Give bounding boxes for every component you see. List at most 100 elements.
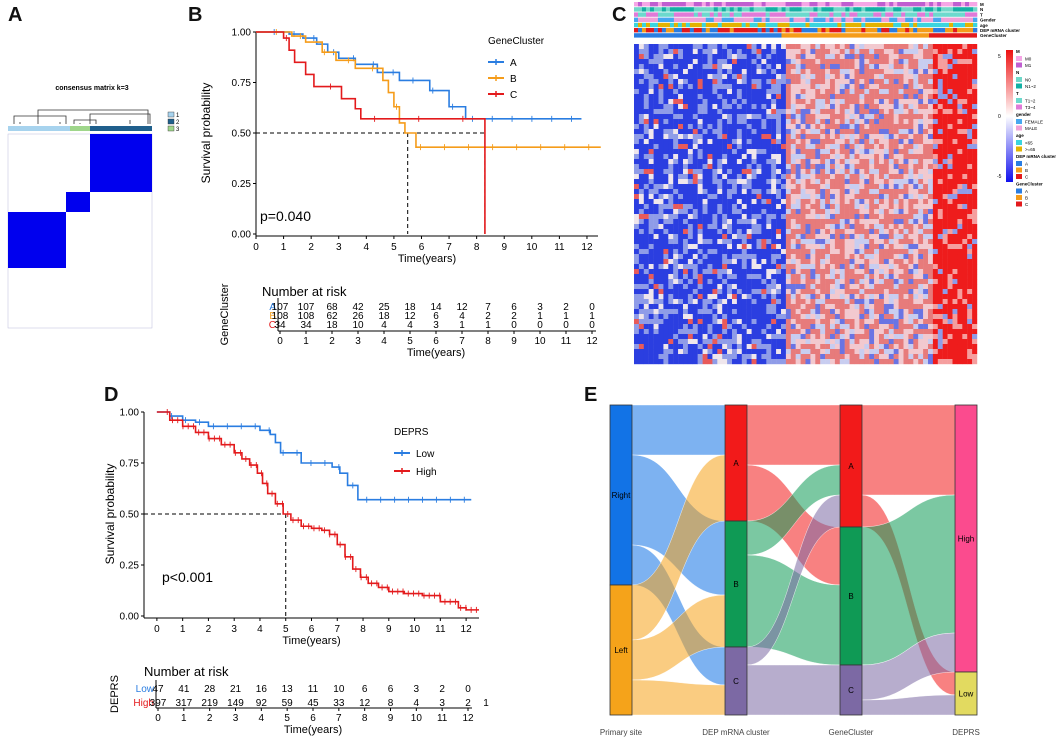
heatmap-cell xyxy=(928,359,934,365)
heatmap-cell xyxy=(702,159,708,165)
heatmap-cell xyxy=(893,214,899,220)
heatmap-cell xyxy=(820,139,826,145)
track-cell xyxy=(833,2,838,7)
heatmap-cell xyxy=(781,79,787,85)
heatmap-cell xyxy=(648,134,654,140)
track-cell xyxy=(777,28,782,33)
heatmap-cell xyxy=(653,199,659,205)
heatmap-cell xyxy=(830,194,836,200)
heatmap-cell xyxy=(805,349,811,355)
heatmap-cell xyxy=(648,119,654,125)
heatmap-cell xyxy=(830,199,836,205)
heatmap-cell xyxy=(634,159,640,165)
heatmap-cell xyxy=(810,289,816,295)
heatmap-cell xyxy=(800,84,806,90)
track-cell xyxy=(853,7,858,12)
heatmap-cell xyxy=(727,199,733,205)
heatmap-cell xyxy=(795,249,801,255)
heatmap-cell xyxy=(722,349,728,355)
heatmap-cell xyxy=(879,169,885,175)
heatmap-cell xyxy=(923,354,929,360)
heatmap-cell xyxy=(692,154,698,160)
heatmap-cell xyxy=(937,189,943,195)
heatmap-cell xyxy=(683,74,689,80)
track-cell xyxy=(837,7,842,12)
heatmap-cell xyxy=(658,144,664,150)
heatmap-cell xyxy=(820,339,826,345)
heatmap-cell xyxy=(678,284,684,290)
heatmap-cell xyxy=(736,129,742,135)
heatmap-cell xyxy=(928,204,934,210)
heatmap-cell xyxy=(800,199,806,205)
heatmap-cell xyxy=(751,199,757,205)
heatmap-cell xyxy=(790,284,796,290)
heatmap-cell xyxy=(653,114,659,120)
heatmap-cell xyxy=(898,299,904,305)
heatmap-cell xyxy=(825,309,831,315)
heatmap-cell xyxy=(683,254,689,260)
heatmap-cell xyxy=(932,199,938,205)
heatmap-cell xyxy=(800,159,806,165)
heatmap-cell xyxy=(736,59,742,65)
heatmap-cell xyxy=(834,344,840,350)
heatmap-cell xyxy=(634,309,640,315)
heatmap-cell xyxy=(658,339,664,345)
heatmap-cell xyxy=(805,149,811,155)
heatmap-cell xyxy=(781,114,787,120)
track-cell xyxy=(649,7,655,12)
heatmap-cell xyxy=(756,339,762,345)
track-cell xyxy=(741,12,746,17)
heatmap-cell xyxy=(785,59,791,65)
heatmap-cell xyxy=(810,349,816,355)
heatmap-cell xyxy=(678,99,684,105)
heatmap-cell xyxy=(727,214,733,220)
heatmap-cell xyxy=(766,329,772,335)
heatmap-cell xyxy=(756,349,762,355)
heatmap-cell xyxy=(903,124,909,130)
heatmap-cell xyxy=(756,99,762,105)
heatmap-cell xyxy=(785,154,791,160)
heatmap-cell xyxy=(668,344,674,350)
risk-tick-label: 1 xyxy=(303,336,309,347)
heatmap-cell xyxy=(820,194,826,200)
heatmap-cell xyxy=(918,309,924,315)
heatmap-cell xyxy=(805,304,811,310)
heatmap-cell xyxy=(888,99,894,105)
heatmap-cell xyxy=(653,44,659,50)
heatmap-cell xyxy=(697,59,703,65)
heatmap-cell xyxy=(908,264,914,270)
heatmap-cell xyxy=(727,204,733,210)
heatmap-cell xyxy=(869,209,875,215)
heatmap-cell xyxy=(928,219,934,225)
heatmap-cell xyxy=(923,164,929,170)
heatmap-cell xyxy=(707,49,713,55)
heatmap-cell xyxy=(673,349,679,355)
heatmap-cell xyxy=(702,274,708,280)
heatmap-cell xyxy=(692,269,698,275)
heatmap-cell xyxy=(893,154,899,160)
heatmap-cell xyxy=(830,134,836,140)
heatmap-cell xyxy=(663,59,669,65)
heatmap-cell xyxy=(756,309,762,315)
heatmap-cell xyxy=(947,149,953,155)
heatmap-cell xyxy=(785,54,791,60)
heatmap-cell xyxy=(781,304,787,310)
heatmap-cell xyxy=(683,84,689,90)
heatmap-cell xyxy=(932,334,938,340)
heatmap-cell xyxy=(727,184,733,190)
heatmap-cell xyxy=(663,179,669,185)
heatmap-cell xyxy=(741,314,747,320)
heatmap-cell xyxy=(854,199,860,205)
heatmap-cell xyxy=(692,134,698,140)
heatmap-cell xyxy=(687,269,693,275)
heatmap-cell xyxy=(898,79,904,85)
heatmap-cell xyxy=(702,309,708,315)
track-cell xyxy=(697,22,703,28)
heatmap-cell xyxy=(727,129,733,135)
heatmap-cell xyxy=(648,64,654,70)
heatmap-cell xyxy=(678,164,684,170)
heatmap-cell xyxy=(790,129,796,135)
heatmap-cell xyxy=(908,244,914,250)
heatmap-cell xyxy=(957,174,963,180)
heatmap-cell xyxy=(785,129,791,135)
